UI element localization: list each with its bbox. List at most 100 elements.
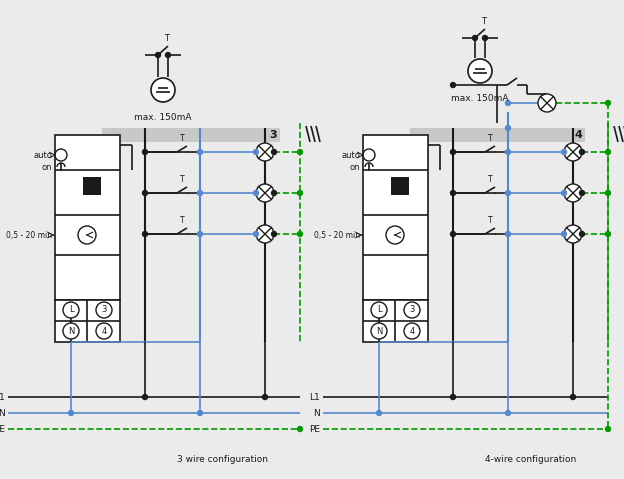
Circle shape — [605, 149, 610, 155]
Circle shape — [63, 302, 79, 318]
Circle shape — [78, 226, 96, 244]
Circle shape — [505, 125, 510, 130]
Circle shape — [298, 426, 303, 432]
Circle shape — [96, 302, 112, 318]
Circle shape — [151, 78, 175, 102]
Text: 3: 3 — [270, 130, 277, 140]
Circle shape — [562, 191, 567, 195]
Circle shape — [605, 191, 610, 195]
Circle shape — [605, 426, 610, 432]
Circle shape — [63, 323, 79, 339]
Circle shape — [142, 149, 147, 155]
Text: N: N — [0, 409, 5, 418]
Text: max. 150mA: max. 150mA — [134, 113, 192, 122]
Circle shape — [538, 94, 556, 112]
Circle shape — [96, 323, 112, 339]
Circle shape — [271, 191, 276, 195]
Circle shape — [505, 191, 510, 195]
Circle shape — [256, 225, 274, 243]
Text: N: N — [376, 327, 382, 335]
Circle shape — [165, 53, 170, 57]
Bar — [363, 300, 428, 342]
Circle shape — [376, 411, 381, 415]
Text: PE: PE — [309, 424, 320, 433]
Circle shape — [580, 231, 585, 237]
Text: L1: L1 — [310, 392, 320, 401]
Circle shape — [142, 191, 147, 195]
Bar — [410, 128, 585, 142]
Circle shape — [605, 231, 610, 237]
Text: on: on — [349, 162, 360, 171]
Circle shape — [562, 231, 567, 237]
Text: T: T — [488, 134, 492, 143]
Circle shape — [605, 101, 610, 105]
Circle shape — [155, 53, 160, 57]
Circle shape — [570, 395, 575, 399]
Text: 3: 3 — [101, 306, 107, 315]
Text: auto: auto — [341, 150, 360, 160]
Circle shape — [198, 191, 203, 195]
Circle shape — [404, 302, 420, 318]
Text: 4: 4 — [101, 327, 107, 335]
Text: L: L — [377, 306, 381, 315]
Text: L: L — [69, 306, 73, 315]
Circle shape — [371, 323, 387, 339]
Text: T: T — [180, 175, 184, 184]
Circle shape — [263, 395, 268, 399]
Circle shape — [142, 395, 147, 399]
Text: N: N — [68, 327, 74, 335]
Circle shape — [55, 149, 67, 161]
Circle shape — [298, 149, 303, 155]
Circle shape — [256, 143, 274, 161]
Circle shape — [198, 411, 203, 415]
Circle shape — [468, 59, 492, 83]
Circle shape — [298, 191, 303, 195]
Circle shape — [451, 231, 456, 237]
Circle shape — [271, 231, 276, 237]
Circle shape — [142, 231, 147, 237]
Text: 4: 4 — [574, 130, 582, 140]
Text: 3: 3 — [409, 306, 415, 315]
Text: T: T — [488, 216, 492, 225]
Circle shape — [363, 149, 375, 161]
Circle shape — [386, 226, 404, 244]
Circle shape — [371, 302, 387, 318]
Circle shape — [298, 231, 303, 237]
Circle shape — [482, 35, 487, 41]
Text: 3 wire configuration: 3 wire configuration — [177, 456, 268, 465]
Circle shape — [564, 225, 582, 243]
Circle shape — [562, 149, 567, 155]
Text: 4: 4 — [409, 327, 414, 335]
Circle shape — [198, 231, 203, 237]
Circle shape — [404, 323, 420, 339]
Text: max. 150mA: max. 150mA — [451, 94, 509, 103]
Text: auto: auto — [33, 150, 52, 160]
Circle shape — [451, 191, 456, 195]
Text: T: T — [482, 17, 487, 26]
Text: PE: PE — [0, 424, 5, 433]
Text: T: T — [180, 134, 184, 143]
Circle shape — [253, 231, 258, 237]
Circle shape — [580, 191, 585, 195]
Circle shape — [472, 35, 477, 41]
Text: N: N — [313, 409, 320, 418]
Circle shape — [271, 149, 276, 155]
Text: on: on — [42, 162, 52, 171]
Bar — [83, 177, 101, 195]
Circle shape — [505, 101, 510, 105]
Text: L1: L1 — [0, 392, 5, 401]
Circle shape — [564, 184, 582, 202]
Text: 0,5 - 20 min: 0,5 - 20 min — [6, 230, 52, 240]
Circle shape — [253, 149, 258, 155]
Bar — [102, 128, 280, 142]
Text: T: T — [180, 216, 184, 225]
Circle shape — [69, 411, 74, 415]
Circle shape — [505, 411, 510, 415]
Circle shape — [580, 149, 585, 155]
Circle shape — [451, 395, 456, 399]
Text: T: T — [165, 34, 170, 43]
Bar — [55, 135, 120, 300]
Bar — [55, 300, 120, 342]
Circle shape — [564, 143, 582, 161]
Text: 4-wire configuration: 4-wire configuration — [485, 456, 576, 465]
